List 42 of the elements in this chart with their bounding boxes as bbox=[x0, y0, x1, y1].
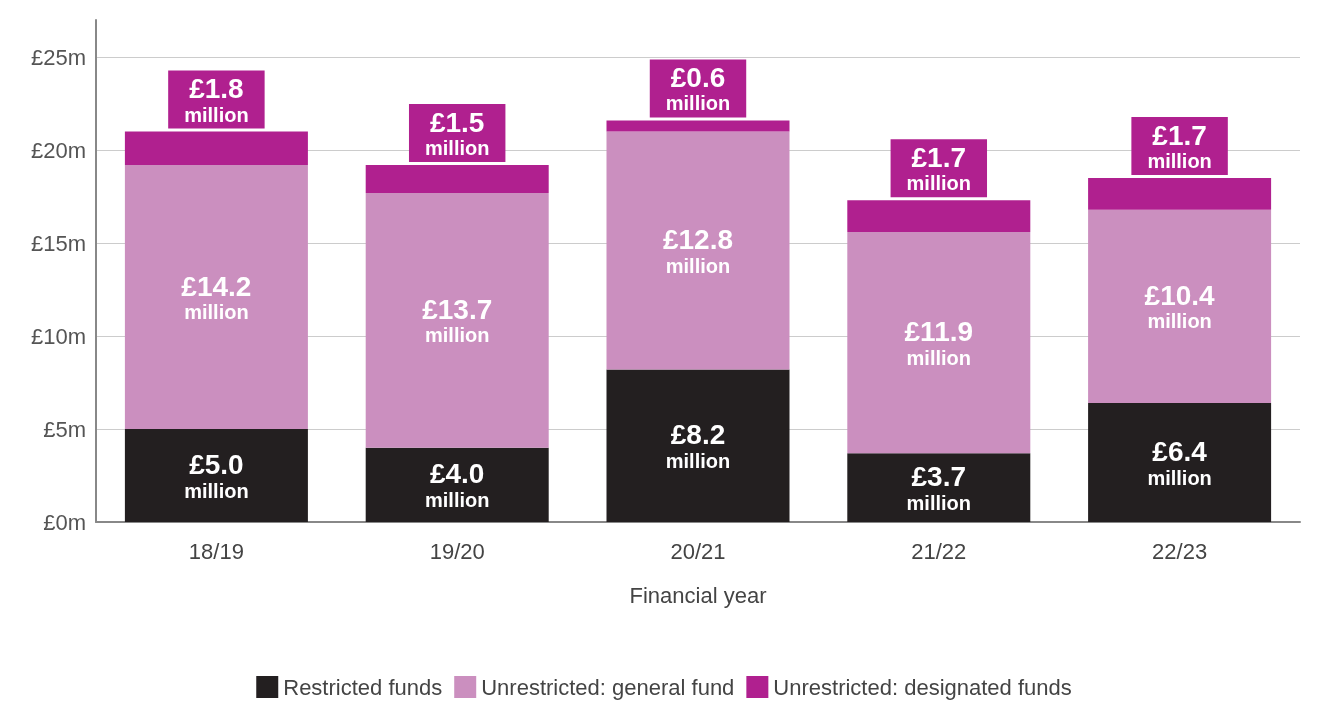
bar bbox=[847, 231, 1031, 454]
data-label: £11.9 million bbox=[904, 316, 974, 369]
y-tick-label: £10m bbox=[30, 323, 86, 349]
data-label: £3.7 million bbox=[906, 461, 972, 514]
data-label: £12.8 million bbox=[662, 224, 734, 277]
y-tick-label: £15m bbox=[30, 230, 86, 256]
bar bbox=[847, 453, 1031, 522]
bar bbox=[1088, 403, 1272, 522]
bar bbox=[365, 192, 549, 448]
data-label: £1.5 million bbox=[424, 106, 490, 160]
legend-label: Unrestricted: general fund bbox=[481, 674, 735, 700]
x-tick-label: 20/21 bbox=[670, 538, 726, 564]
data-label: £13.7 million bbox=[422, 293, 493, 347]
x-tick-label: 21/22 bbox=[911, 538, 967, 564]
data-label: £1.7 million bbox=[1147, 119, 1212, 173]
legend-label: Unrestricted: designated funds bbox=[773, 674, 1072, 700]
x-axis-title: Financial year bbox=[629, 582, 767, 608]
y-tick-label: £5m bbox=[43, 416, 86, 442]
data-label: £5.0 million bbox=[184, 449, 249, 502]
data-label: £0.6 million bbox=[665, 61, 731, 115]
bar bbox=[1088, 178, 1272, 210]
data-label: £10.4 million bbox=[1144, 279, 1216, 333]
x-tick-label: 19/20 bbox=[429, 538, 485, 564]
bar bbox=[124, 165, 308, 430]
data-label: £14.2 million bbox=[181, 270, 252, 324]
data-label: £6.4 million bbox=[1147, 436, 1212, 489]
bar bbox=[365, 447, 549, 522]
data-label: £1.7 million bbox=[906, 141, 972, 195]
y-tick-label: £20m bbox=[30, 137, 86, 163]
bar bbox=[1088, 209, 1272, 404]
data-label: £8.2 million bbox=[665, 419, 731, 472]
bar bbox=[365, 165, 549, 193]
legend-label: Restricted funds bbox=[283, 674, 443, 700]
y-tick-label: £0m bbox=[43, 509, 86, 535]
bar bbox=[606, 369, 790, 522]
x-tick-label: 18/19 bbox=[188, 538, 244, 564]
bar bbox=[606, 131, 790, 370]
bar bbox=[124, 429, 308, 522]
data-label: £1.8 million bbox=[184, 73, 249, 126]
y-tick-label: £25m bbox=[30, 44, 86, 70]
x-tick-label: 22/23 bbox=[1152, 538, 1208, 564]
data-label: £4.0 million bbox=[424, 458, 490, 511]
